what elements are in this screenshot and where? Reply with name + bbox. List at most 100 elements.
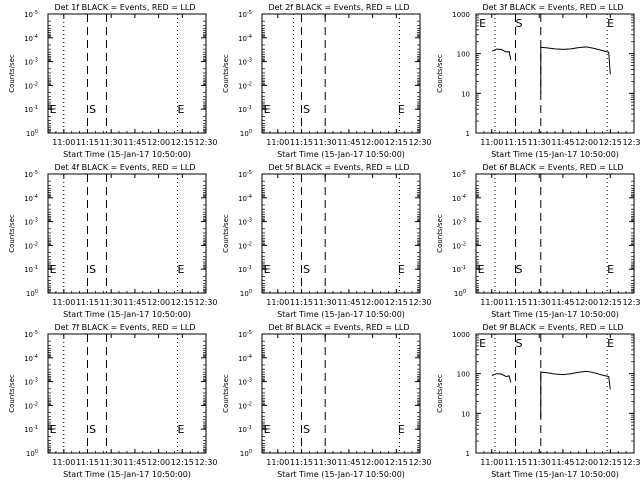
end-marker-label: E <box>607 17 614 30</box>
y-tick-label: 10-4 <box>452 194 466 203</box>
y-tick-label: 10-3 <box>238 58 252 67</box>
y-axis-label: Counts/sec <box>222 374 230 413</box>
y-tick-label: 10-5 <box>238 170 252 179</box>
panel-title: Det 2f BLACK = Events, RED = LLD <box>268 3 409 12</box>
x-axis-label: Start Time (15-Jan-17 10:50:00) <box>63 150 191 159</box>
y-tick-label: 10-3 <box>238 218 252 227</box>
x-tick-label: 11:15 <box>290 298 313 307</box>
x-tick-label: 12:00 <box>147 298 170 307</box>
y-tick-label: 10-2 <box>452 241 466 250</box>
y-tick-label: 10-4 <box>24 354 38 363</box>
x-tick-label: 11:15 <box>290 138 313 147</box>
y-tick-label: 10-2 <box>238 81 252 90</box>
y-tick-label: 100 <box>240 289 252 298</box>
plot-frame <box>261 173 421 294</box>
x-tick-label: 11:00 <box>480 138 503 147</box>
events-series-line <box>540 370 611 418</box>
y-tick-label: 100 <box>26 129 38 138</box>
x-tick-label: 11:15 <box>290 458 313 467</box>
detector-panel: Det 3f BLACK = Events, RED = LLD Start Ti… <box>436 3 640 159</box>
panel-title: Det 8f BLACK = Events, RED = LLD <box>268 323 409 332</box>
x-tick-label: 11:15 <box>504 458 527 467</box>
x-tick-label: 11:00 <box>52 298 75 307</box>
x-tick-label: 11:15 <box>76 298 99 307</box>
x-tick-label: 12:00 <box>575 298 598 307</box>
start-marker-label: S <box>516 263 523 276</box>
end-marker-label: E <box>264 423 271 436</box>
x-tick-label: 12:15 <box>385 298 408 307</box>
start-marker-label: S <box>89 103 96 116</box>
x-tick-label: 11:00 <box>266 138 289 147</box>
x-tick-label: 12:00 <box>147 458 170 467</box>
x-tick-label: 12:15 <box>599 138 622 147</box>
panel-title: Det 4f BLACK = Events, RED = LLD <box>54 163 195 172</box>
x-tick-label: 12:15 <box>171 298 194 307</box>
end-marker-label: E <box>178 423 185 436</box>
x-tick-label: 12:15 <box>385 138 408 147</box>
y-tick-label: 100 <box>457 51 470 59</box>
x-tick-label: 11:00 <box>480 298 503 307</box>
end-marker-label: E <box>50 423 57 436</box>
panel-title: Det 7f BLACK = Events, RED = LLD <box>54 323 195 332</box>
detector-panel: Det 2f BLACK = Events, RED = LLD Start Ti… <box>222 3 432 159</box>
x-tick-label: 11:00 <box>266 458 289 467</box>
panel-title: Det 9f BLACK = Events, RED = LLD <box>482 323 623 332</box>
y-tick-label: 10-1 <box>238 105 252 114</box>
y-axis-label: Counts/sec <box>8 54 16 93</box>
x-tick-label: 11:00 <box>52 458 75 467</box>
y-tick-label: 10-3 <box>24 218 38 227</box>
panel-title: Det 1f BLACK = Events, RED = LLD <box>54 3 195 12</box>
y-tick-label: 1 <box>466 450 470 458</box>
y-tick-label: 100 <box>240 129 252 138</box>
x-axis-label: Start Time (15-Jan-17 10:50:00) <box>277 150 405 159</box>
start-marker-label: S <box>89 263 96 276</box>
x-tick-label: 12:15 <box>171 138 194 147</box>
plot-frame <box>261 13 421 134</box>
x-tick-label: 12:30 <box>622 138 640 147</box>
x-tick-label: 12:00 <box>361 458 384 467</box>
x-tick-label: 11:30 <box>314 138 337 147</box>
x-tick-label: 11:30 <box>100 298 123 307</box>
y-tick-label: 10-1 <box>238 425 252 434</box>
y-tick-label: 10-1 <box>238 265 252 274</box>
y-tick-label: 10-5 <box>24 10 38 19</box>
y-tick-label: 10-4 <box>24 34 38 43</box>
x-tick-label: 12:00 <box>147 138 170 147</box>
y-tick-label: 10-4 <box>24 194 38 203</box>
x-tick-label: 11:15 <box>76 138 99 147</box>
y-tick-label: 10-3 <box>24 58 38 67</box>
x-tick-label: 11:30 <box>528 458 551 467</box>
events-series-line <box>540 46 611 94</box>
y-tick-label: 10-2 <box>24 401 38 410</box>
y-axis-label: Counts/sec <box>436 374 444 413</box>
start-marker-label: S <box>303 103 310 116</box>
y-axis-label: Counts/sec <box>222 54 230 93</box>
y-axis-label: Counts/sec <box>8 214 16 253</box>
y-tick-label: 10-3 <box>452 218 466 227</box>
x-tick-label: 12:15 <box>171 458 194 467</box>
y-tick-label: 10-3 <box>238 378 252 387</box>
end-marker-label: E <box>479 17 486 30</box>
y-tick-label: 10-1 <box>452 265 466 274</box>
panel-title: Det 3f BLACK = Events, RED = LLD <box>482 3 623 12</box>
x-tick-label: 12:30 <box>194 138 217 147</box>
x-tick-label: 11:45 <box>551 458 574 467</box>
x-tick-label: 11:45 <box>123 298 146 307</box>
end-marker-label: E <box>607 263 614 276</box>
y-tick-label: 10-1 <box>24 265 38 274</box>
detector-panel: Det 9f BLACK = Events, RED = LLD Start Ti… <box>436 323 640 479</box>
x-tick-label: 12:00 <box>575 458 598 467</box>
y-axis-label: Counts/sec <box>436 214 444 253</box>
x-tick-label: 12:15 <box>599 298 622 307</box>
end-marker-label: E <box>398 423 405 436</box>
y-tick-label: 10-2 <box>24 241 38 250</box>
events-series-line <box>491 48 512 60</box>
y-tick-label: 1000 <box>452 331 470 339</box>
y-tick-label: 10-5 <box>238 330 252 339</box>
y-tick-label: 10-4 <box>238 34 252 43</box>
x-tick-label: 12:00 <box>361 138 384 147</box>
x-tick-label: 11:00 <box>266 298 289 307</box>
plot-frame <box>475 333 635 454</box>
y-tick-label: 10-2 <box>238 241 252 250</box>
